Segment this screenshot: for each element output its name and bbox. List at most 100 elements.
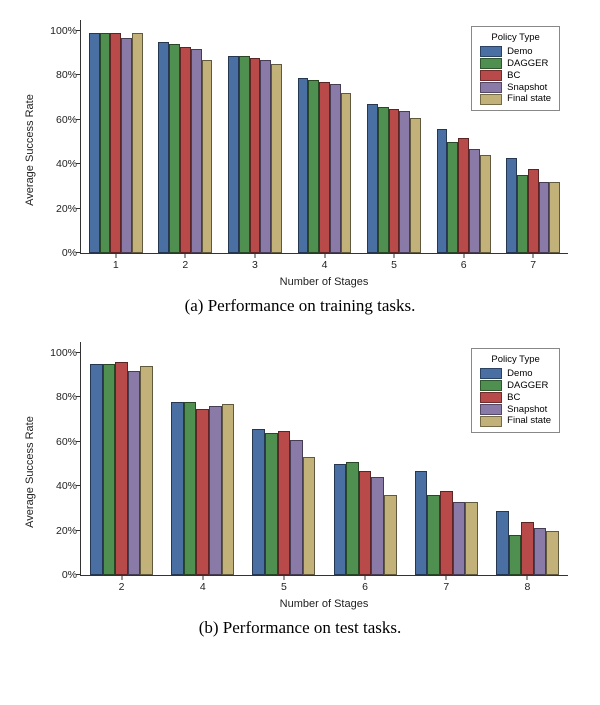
chart-b-legend: Policy Type DemoDAGGERBCSnapshotFinal st… xyxy=(471,348,560,433)
legend-row: BC xyxy=(480,392,551,404)
xtick-mark xyxy=(365,575,366,580)
xtick-mark xyxy=(121,575,122,580)
bar xyxy=(367,104,378,253)
bar xyxy=(469,149,480,253)
legend-swatch xyxy=(480,58,502,69)
bar xyxy=(228,56,239,253)
xtick-label: 1 xyxy=(113,259,119,271)
xtick-label: 8 xyxy=(524,581,530,593)
legend-label: DAGGER xyxy=(507,380,548,392)
bar xyxy=(278,431,291,575)
ytick-label: 0% xyxy=(37,569,77,581)
ytick-label: 20% xyxy=(37,203,77,215)
chart-a-caption: (a) Performance on training tasks. xyxy=(20,296,580,316)
xtick-mark xyxy=(254,253,255,258)
legend-row: DAGGER xyxy=(480,58,551,70)
ytick-label: 60% xyxy=(37,114,77,126)
xtick-mark xyxy=(446,575,447,580)
xtick-label: 3 xyxy=(252,259,258,271)
bar xyxy=(250,58,261,253)
xtick-label: 5 xyxy=(281,581,287,593)
xtick-label: 7 xyxy=(530,259,536,271)
bar xyxy=(539,182,550,253)
ytick-mark xyxy=(76,74,81,75)
bar xyxy=(528,169,539,253)
legend-swatch xyxy=(480,404,502,415)
legend-row: Demo xyxy=(480,46,551,58)
bar xyxy=(330,84,341,253)
bar xyxy=(334,464,347,575)
bar xyxy=(384,495,397,575)
ytick-label: 40% xyxy=(37,158,77,170)
ytick-mark xyxy=(76,119,81,120)
ytick-label: 20% xyxy=(37,525,77,537)
xtick-mark xyxy=(283,575,284,580)
legend-label: Demo xyxy=(507,46,532,58)
xtick-mark xyxy=(463,253,464,258)
bar xyxy=(458,138,469,253)
legend-label: BC xyxy=(507,70,520,82)
bar xyxy=(410,118,421,253)
legend-swatch xyxy=(480,94,502,105)
chart-a-legend: Policy Type DemoDAGGERBCSnapshotFinal st… xyxy=(471,26,560,111)
ytick-mark xyxy=(76,352,81,353)
bar xyxy=(128,371,141,575)
xtick-label: 2 xyxy=(182,259,188,271)
legend-title: Policy Type xyxy=(480,354,551,366)
bar xyxy=(290,440,303,575)
ytick-mark xyxy=(76,530,81,531)
ytick-mark xyxy=(76,208,81,209)
legend-row: Demo xyxy=(480,368,551,380)
bar xyxy=(447,142,458,253)
legend-swatch xyxy=(480,46,502,57)
xtick-mark xyxy=(115,253,116,258)
ytick-label: 100% xyxy=(37,25,77,37)
chart-a-plot: Policy Type DemoDAGGERBCSnapshotFinal st… xyxy=(80,20,568,254)
legend-title: Policy Type xyxy=(480,32,551,44)
bar xyxy=(222,404,235,575)
xtick-label: 6 xyxy=(461,259,467,271)
bar xyxy=(440,491,453,575)
legend-label: Snapshot xyxy=(507,82,547,94)
bar xyxy=(115,362,128,575)
bar xyxy=(517,175,528,253)
bar xyxy=(202,60,213,253)
chart-a-xlabel: Number of Stages xyxy=(80,276,568,288)
xtick-mark xyxy=(394,253,395,258)
bar xyxy=(121,38,132,253)
ytick-mark xyxy=(76,30,81,31)
legend-label: DAGGER xyxy=(507,58,548,70)
bar xyxy=(399,111,410,253)
legend-row: Snapshot xyxy=(480,404,551,416)
legend-swatch xyxy=(480,82,502,93)
bar xyxy=(378,107,389,253)
bar xyxy=(308,80,319,253)
bar xyxy=(158,42,169,253)
bar xyxy=(453,502,466,575)
legend-swatch xyxy=(480,70,502,81)
ytick-mark xyxy=(76,252,81,253)
bar xyxy=(239,56,250,253)
xtick-mark xyxy=(324,253,325,258)
xtick-label: 7 xyxy=(443,581,449,593)
ytick-label: 100% xyxy=(37,347,77,359)
chart-b-xlabel: Number of Stages xyxy=(80,598,568,610)
bar xyxy=(506,158,517,253)
ytick-label: 0% xyxy=(37,247,77,259)
bar xyxy=(521,522,534,575)
bar xyxy=(191,49,202,253)
legend-label: Snapshot xyxy=(507,404,547,416)
ytick-mark xyxy=(76,163,81,164)
bar xyxy=(100,33,111,253)
ytick-label: 40% xyxy=(37,480,77,492)
bar xyxy=(534,528,547,575)
legend-label: Demo xyxy=(507,368,532,380)
bar xyxy=(341,93,352,253)
bar xyxy=(303,457,316,575)
bar xyxy=(319,82,330,253)
bar xyxy=(265,433,278,575)
legend-swatch xyxy=(480,368,502,379)
legend-row: DAGGER xyxy=(480,380,551,392)
bar xyxy=(271,64,282,253)
xtick-mark xyxy=(202,575,203,580)
